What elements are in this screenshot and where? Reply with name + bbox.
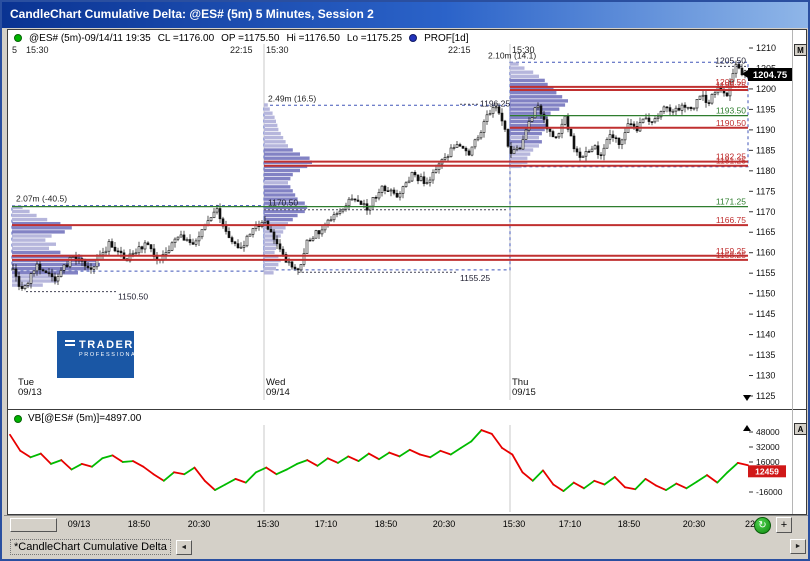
profile-indicator-icon[interactable] bbox=[409, 34, 418, 42]
refresh-icon: ↻ bbox=[758, 519, 767, 531]
time-axis-label: 15:30 bbox=[502, 519, 526, 529]
close-value: CL =1176.00 bbox=[157, 32, 215, 44]
trader-professional-logo: TRADER PROFESSIONAL bbox=[57, 331, 139, 378]
tab-scroll-right-button[interactable]: ► bbox=[790, 539, 806, 554]
tab-bar: *CandleChart Cumulative Delta ◄ ► bbox=[4, 534, 808, 559]
time-axis-label: 17:10 bbox=[314, 519, 338, 529]
time-axis-label: 20:30 bbox=[187, 519, 211, 529]
symbol-status-icon[interactable] bbox=[14, 34, 22, 42]
maximize-main-pane-button[interactable]: M bbox=[794, 44, 807, 56]
refresh-button[interactable]: ↻ bbox=[754, 517, 771, 534]
title-bar[interactable]: CandleChart Cumulative Delta: @ES# (5m) … bbox=[2, 2, 808, 28]
time-axis-label: 17:10 bbox=[558, 519, 582, 529]
logo-line1: TRADER bbox=[79, 339, 134, 351]
time-axis-label: 20:30 bbox=[682, 519, 706, 529]
horizontal-scrollbar-thumb[interactable] bbox=[10, 518, 57, 532]
pane-divider[interactable] bbox=[7, 409, 807, 410]
time-axis-label: 15:30 bbox=[256, 519, 280, 529]
high-value: Hi =1176.50 bbox=[286, 32, 340, 44]
axis-strip-separator bbox=[792, 30, 793, 514]
time-axis-label: 22 bbox=[744, 519, 756, 529]
indicator-header: VB[@ES# (5m)]=4897.00 bbox=[14, 413, 141, 424]
indicator-status-icon[interactable] bbox=[14, 414, 22, 423]
symbol-info-bar: @ES# (5m)-09/14/11 19:35 CL =1176.00 OP … bbox=[14, 32, 469, 44]
symbol-text: @ES# (5m)-09/14/11 19:35 bbox=[29, 32, 151, 44]
time-axis-label: 18:50 bbox=[374, 519, 398, 529]
logo-bars-icon bbox=[65, 340, 75, 358]
chart-area bbox=[7, 29, 807, 515]
low-value: Lo =1175.25 bbox=[346, 32, 403, 44]
zoom-in-button[interactable]: + bbox=[776, 517, 792, 533]
time-axis-row: 09/13 18:50 20:30 15:30 17:10 18:50 20:30 15:30… bbox=[4, 515, 808, 534]
time-axis-label: 18:50 bbox=[127, 519, 151, 529]
tab-candlechart-cumulative-delta[interactable]: *CandleChart Cumulative Delta bbox=[10, 539, 171, 555]
window-title: CandleChart Cumulative Delta: @ES# (5m) … bbox=[10, 7, 374, 21]
indicator-label: VB[@ES# (5m)]=4897.00 bbox=[28, 413, 142, 424]
profile-indicator-label: PROF[1d] bbox=[424, 32, 469, 44]
logo-line2: PROFESSIONAL bbox=[79, 352, 141, 358]
time-axis-label: 18:50 bbox=[617, 519, 641, 529]
open-value: OP =1175.50 bbox=[221, 32, 280, 44]
tab-scroll-left-button[interactable]: ◄ bbox=[175, 539, 192, 555]
time-axis-label: 09/13 bbox=[67, 519, 91, 529]
maximize-indicator-pane-button[interactable]: A bbox=[794, 423, 807, 435]
time-axis-label: 20:30 bbox=[432, 519, 456, 529]
